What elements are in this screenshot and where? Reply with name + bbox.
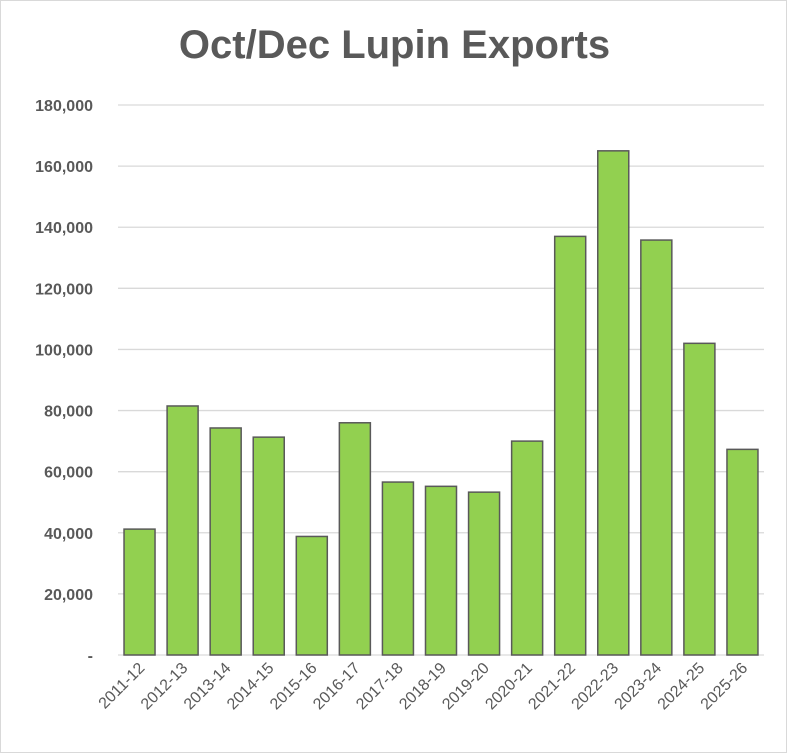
y-tick-label: 160,000 <box>35 159 93 176</box>
x-tick-label: 2020-21 <box>482 660 536 714</box>
y-tick-label: 100,000 <box>35 342 93 359</box>
bar <box>726 448 759 656</box>
x-tick-label: 2016-17 <box>310 660 364 714</box>
bar <box>338 422 372 656</box>
bar <box>166 405 199 656</box>
x-tick-label: 2025-26 <box>698 660 752 714</box>
y-tick-label: 120,000 <box>35 281 93 298</box>
y-tick-label: 80,000 <box>44 404 93 421</box>
chart-title: Oct/Dec Lupin Exports <box>178 23 611 67</box>
y-tick-label: 180,000 <box>35 98 93 115</box>
y-tick-label: 20,000 <box>44 587 93 604</box>
y-axis: - 20,000 40,000 60,000 80,000 100,000 120,000 1… <box>35 98 93 665</box>
bar <box>467 491 501 656</box>
x-tick-label: 2024-25 <box>655 660 709 714</box>
y-tick-label: 60,000 <box>44 465 93 482</box>
y-tick-label: 40,000 <box>44 526 93 543</box>
x-tick-label: 2015-16 <box>267 660 321 714</box>
x-tick-label: 2022-23 <box>569 660 623 714</box>
x-tick-label: 2019-20 <box>439 660 493 714</box>
bar-series <box>123 150 759 656</box>
x-tick-label: 2014-15 <box>224 660 278 714</box>
x-tick-label: 2012-13 <box>138 660 192 714</box>
bar <box>424 485 458 656</box>
bar <box>209 427 242 656</box>
x-tick-label: 2021-22 <box>525 660 579 714</box>
bar <box>683 342 716 656</box>
x-tick-label: 2023-24 <box>612 660 666 714</box>
bar <box>640 239 673 656</box>
bar <box>123 528 156 656</box>
x-tick-label: 2013-14 <box>181 660 235 714</box>
y-tick-label: - <box>88 648 93 665</box>
bar <box>597 150 630 656</box>
x-tick-label: 2018-19 <box>396 660 450 714</box>
bar <box>381 481 415 656</box>
bar <box>295 535 329 656</box>
y-tick-label: 140,000 <box>35 220 93 237</box>
bar <box>510 440 544 656</box>
x-tick-label: 2017-18 <box>353 660 407 714</box>
x-axis: 2011-122012-132013-142014-152015-162016-… <box>96 660 752 714</box>
bar <box>553 235 587 656</box>
bar <box>252 436 285 656</box>
